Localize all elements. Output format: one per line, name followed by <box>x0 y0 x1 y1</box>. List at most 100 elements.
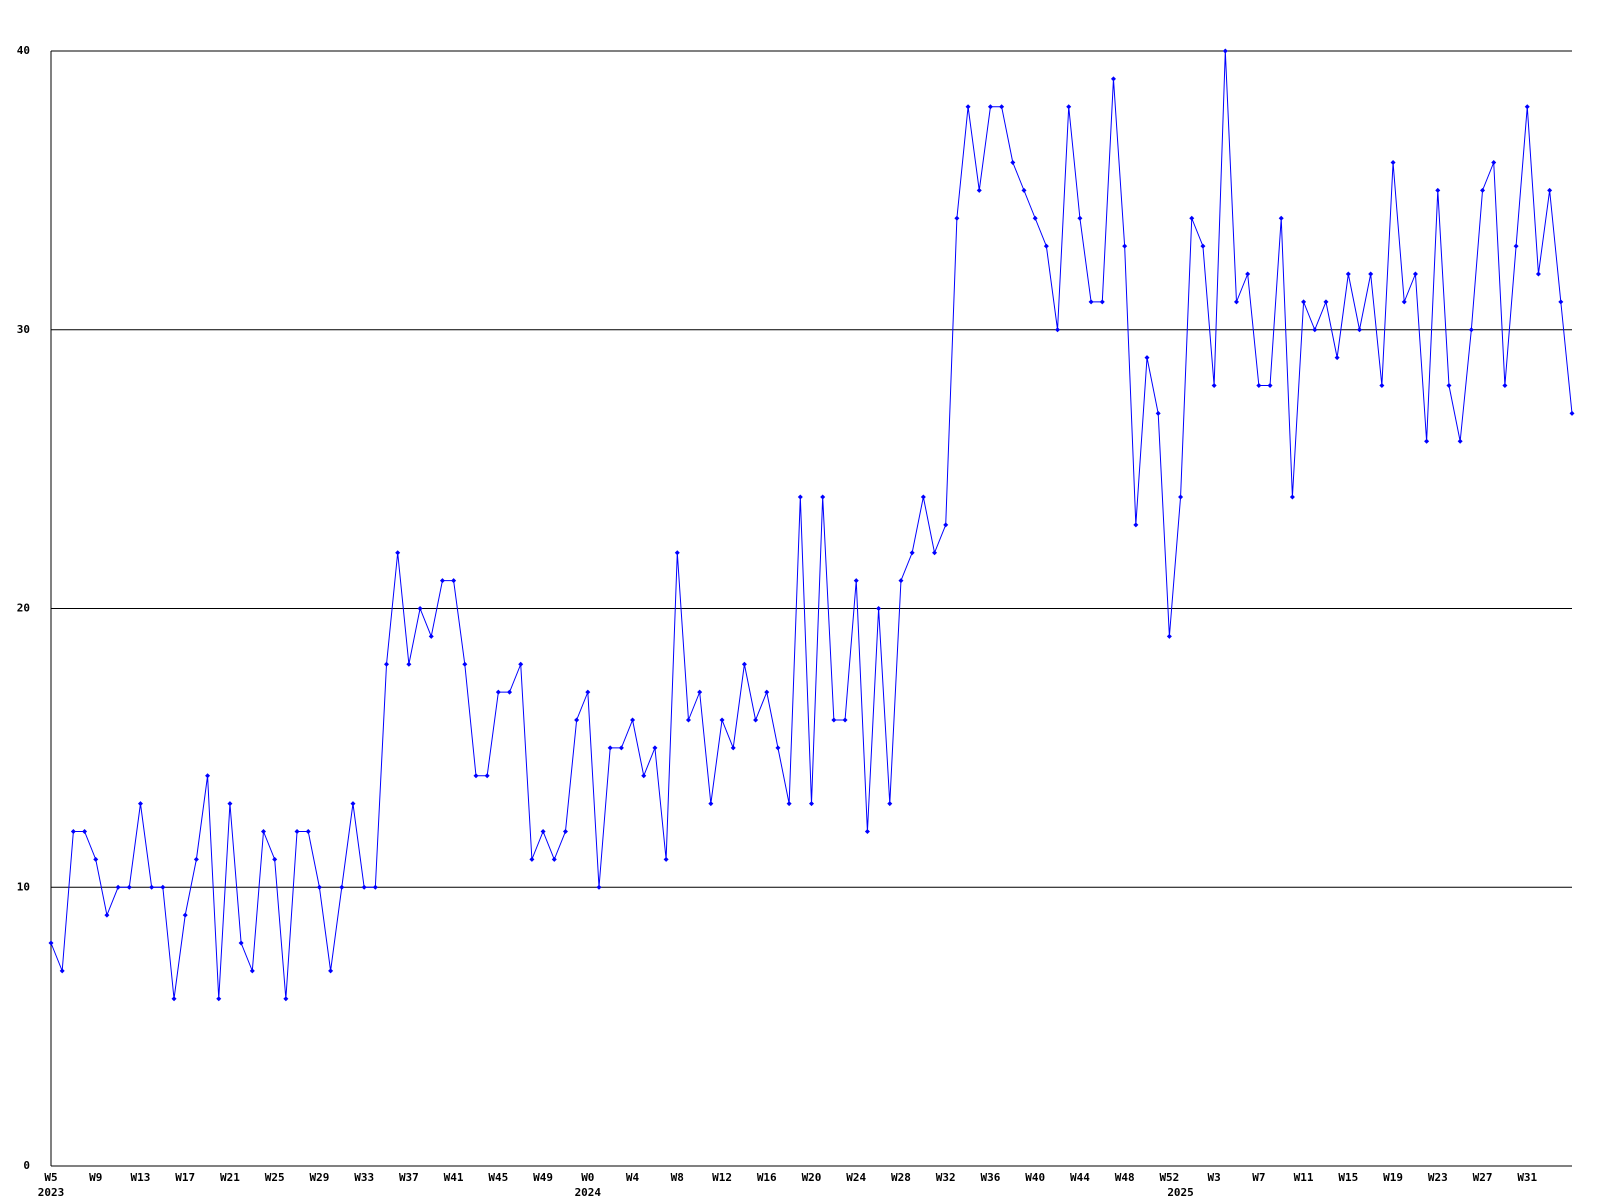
x-tick-label: W21 <box>220 1171 240 1184</box>
point <box>216 996 222 1002</box>
x-tick-label: W37 <box>399 1171 419 1184</box>
point <box>876 606 882 611</box>
point <box>909 550 915 556</box>
point <box>1323 299 1329 305</box>
point <box>1334 355 1340 361</box>
x-tick-label: W17 <box>175 1171 195 1184</box>
point <box>674 550 680 556</box>
point <box>540 829 546 834</box>
point <box>764 689 770 695</box>
point <box>1267 383 1273 388</box>
point <box>182 912 188 918</box>
point <box>1569 410 1575 416</box>
point <box>93 856 99 862</box>
point <box>1133 522 1139 528</box>
x-tick-label: W48 <box>1115 1171 1135 1184</box>
point <box>987 104 993 110</box>
x-tick-label: W45 <box>488 1171 508 1184</box>
point <box>529 856 535 862</box>
x-tick-label: W15 <box>1338 1171 1358 1184</box>
point <box>954 215 960 221</box>
point <box>227 801 233 807</box>
x-tick-label: W24 <box>846 1171 866 1184</box>
point <box>260 829 266 834</box>
point <box>1233 299 1239 305</box>
point <box>171 996 177 1002</box>
point <box>126 884 132 890</box>
point <box>1010 160 1016 165</box>
point <box>294 829 300 834</box>
point <box>451 578 457 584</box>
point <box>1178 494 1184 500</box>
point <box>708 801 714 807</box>
point <box>1256 383 1262 388</box>
y-tick-label: 0 <box>23 1159 30 1172</box>
point <box>48 940 54 946</box>
point <box>473 773 479 779</box>
x-tick-label: W41 <box>444 1171 464 1184</box>
point <box>1301 299 1307 305</box>
point <box>1099 299 1105 305</box>
point <box>730 745 736 751</box>
x-year-label: 2025 <box>1167 1186 1194 1199</box>
point <box>249 968 255 974</box>
point <box>507 689 513 695</box>
point <box>1401 299 1407 305</box>
point <box>596 884 602 890</box>
point <box>115 884 121 890</box>
point <box>1032 215 1038 221</box>
x-tick-label: W25 <box>265 1171 285 1184</box>
point <box>853 578 859 584</box>
point <box>104 912 110 918</box>
x-tick-label: W32 <box>936 1171 956 1184</box>
point <box>618 745 624 751</box>
point <box>1435 187 1441 193</box>
point <box>1535 271 1541 277</box>
point <box>697 689 703 695</box>
point <box>1189 215 1195 221</box>
point <box>741 661 747 667</box>
point <box>372 884 378 890</box>
point <box>898 578 904 584</box>
point <box>283 996 289 1002</box>
point <box>1077 215 1083 221</box>
point <box>685 717 691 723</box>
x-tick-label: W49 <box>533 1171 553 1184</box>
x-tick-label: W52 <box>1159 1171 1179 1184</box>
point <box>1055 327 1061 333</box>
point <box>272 856 278 862</box>
x-tick-label: W7 <box>1252 1171 1265 1184</box>
x-tick-label: W40 <box>1025 1171 1045 1184</box>
point <box>1480 187 1486 193</box>
point <box>630 717 636 723</box>
point <box>1446 383 1452 388</box>
point <box>1368 271 1374 277</box>
point <box>1558 299 1564 305</box>
point <box>484 773 490 779</box>
point <box>775 745 781 751</box>
point <box>1144 355 1150 361</box>
point <box>920 494 926 500</box>
y-tick-label: 40 <box>17 44 30 57</box>
point <box>59 968 65 974</box>
point <box>1547 187 1553 193</box>
point <box>1390 160 1396 165</box>
point <box>339 884 345 890</box>
point <box>305 829 311 834</box>
point <box>1457 438 1463 444</box>
point <box>1345 271 1351 277</box>
line <box>50 50 1573 999</box>
point <box>462 661 468 667</box>
x-tick-label: W16 <box>757 1171 777 1184</box>
point <box>887 801 893 807</box>
point <box>607 745 613 751</box>
point <box>809 801 814 807</box>
x-tick-label: W19 <box>1383 1171 1403 1184</box>
point <box>1245 271 1251 277</box>
point <box>328 968 334 974</box>
y-tick-label: 20 <box>17 602 30 615</box>
point <box>193 856 199 862</box>
point <box>1155 410 1161 416</box>
